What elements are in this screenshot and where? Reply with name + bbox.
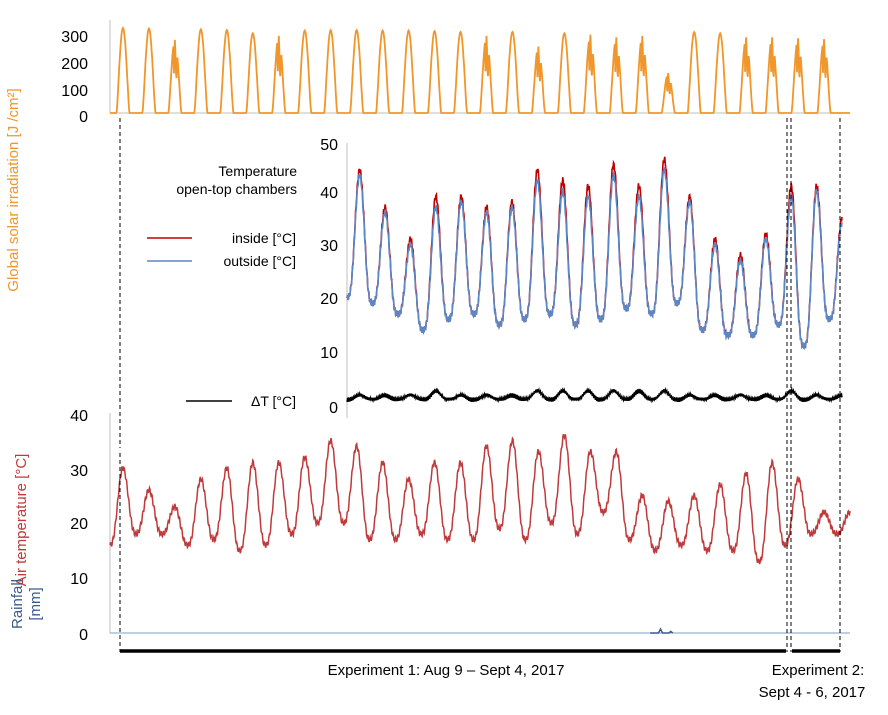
chamber-tick-20: 20: [320, 291, 338, 308]
air-tick-40: 40: [70, 408, 88, 425]
inside-series-line: [346, 156, 843, 350]
chamber-tick-10: 10: [320, 345, 338, 362]
legend-inside-label: inside [°C]: [232, 230, 296, 246]
solar-tick-200: 200: [61, 56, 88, 73]
chamber-tick-40: 40: [320, 185, 338, 202]
solar-series-line: [110, 26, 850, 114]
air-tick-0: 0: [79, 627, 88, 644]
exp2-label-line1: Experiment 2:: [772, 662, 865, 679]
delta-series-line: [346, 386, 843, 404]
exp2-label-line2: Sept 4 - 6, 2017: [759, 684, 866, 701]
air-tick-20: 20: [70, 516, 88, 533]
chamber-title-line1: Temperature: [218, 163, 297, 179]
rain-y-label-line2: [mm]: [27, 587, 44, 620]
air-tick-10: 10: [70, 571, 88, 588]
solar-y-label: Global solar irradiation [J /cm²]: [5, 88, 22, 291]
chamber-title-line2: open-top chambers: [176, 181, 297, 197]
experiment-markers: Experiment 1: Aug 9 – Sept 4, 2017 Exper…: [119, 118, 866, 701]
chamber-tick-0: 0: [329, 400, 338, 417]
chamber-tick-30: 30: [320, 238, 338, 255]
air-tick-30: 30: [70, 463, 88, 480]
air-y-label: Air temperature [°C]: [13, 454, 30, 587]
legend-outside-label: outside [°C]: [223, 253, 296, 269]
air-panel: 40 30 20 10 0 Air temperature [°C] Rainf…: [9, 408, 851, 644]
exp1-label: Experiment 1: Aug 9 – Sept 4, 2017: [328, 662, 565, 679]
air-series-line: [109, 433, 851, 565]
chamber-panel: 50 40 30 20 10 0 Temperature open-top ch…: [147, 137, 843, 418]
outside-series-line: [346, 167, 843, 350]
solar-panel: 300 200 100 0 Global solar irradiation […: [5, 20, 850, 292]
chamber-tick-50: 50: [320, 137, 338, 154]
rain-y-label-line1: Rainfall: [9, 579, 26, 629]
solar-tick-300: 300: [61, 29, 88, 46]
legend-delta-label: ΔT [°C]: [251, 393, 296, 409]
rain-series-line: [650, 627, 674, 634]
solar-tick-100: 100: [61, 83, 88, 100]
solar-tick-0: 0: [79, 109, 88, 126]
